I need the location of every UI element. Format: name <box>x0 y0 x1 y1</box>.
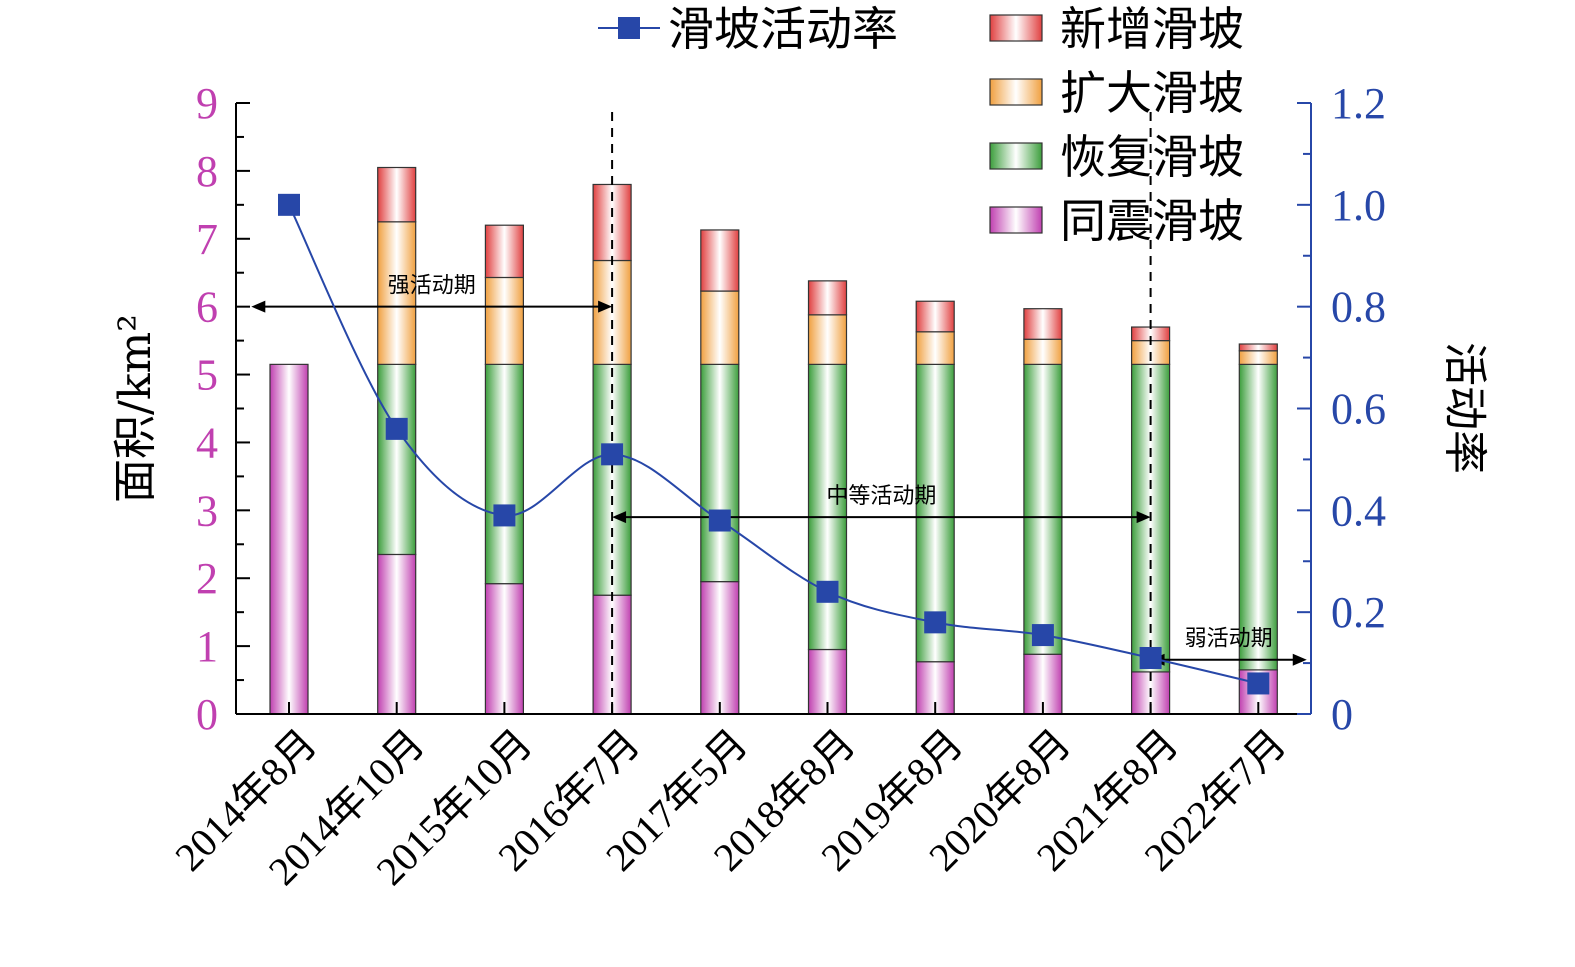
bar-segment <box>807 314 848 365</box>
activity-rate-point <box>708 509 731 532</box>
right-y-tick-label: 1.2 <box>1331 79 1386 128</box>
legend-label: 新增滑坡 <box>1060 2 1244 56</box>
legend-swatch <box>989 78 1043 106</box>
period-arrowhead <box>1292 653 1307 666</box>
axes: 012345678900.20.40.60.81.01.22014年8月2014… <box>110 79 1490 894</box>
stacked-bars <box>269 166 1278 715</box>
right-y-tick-label: 0.6 <box>1331 385 1386 434</box>
bar-segment <box>807 280 848 316</box>
period-arrowhead <box>612 511 627 524</box>
legend-label: 恢复滑坡 <box>1060 130 1244 184</box>
period-arrowhead <box>598 300 613 313</box>
period-arrowhead <box>251 300 266 313</box>
bar-segment <box>915 300 955 333</box>
bar-segment <box>700 363 740 583</box>
bar-segment <box>1023 308 1063 340</box>
period-label: 中等活动期 <box>826 484 936 509</box>
legend-label-activity-rate: 滑坡活动率 <box>668 2 898 56</box>
legend-swatch <box>989 14 1043 42</box>
activity-rate-point <box>816 580 839 603</box>
period-dividers <box>611 112 1152 714</box>
left-y-tick-label: 9 <box>196 79 218 128</box>
right-y-tick-label: 1.0 <box>1331 181 1386 230</box>
bar-segment <box>377 221 417 365</box>
legend-label: 扩大滑坡 <box>1060 66 1244 120</box>
period-label: 弱活动期 <box>1185 627 1273 652</box>
legend-marker <box>618 17 640 39</box>
left-y-tick-label: 5 <box>196 351 218 400</box>
bar-segment <box>377 363 417 556</box>
right-y-tick-label: 0.4 <box>1331 486 1386 535</box>
bar-segment <box>915 331 955 365</box>
left-y-tick-label: 1 <box>196 622 218 671</box>
left-y-tick-label: 2 <box>196 554 218 603</box>
bar-segment <box>484 583 524 715</box>
legend-swatch <box>989 206 1043 234</box>
bar-segment <box>1238 363 1278 671</box>
activity-rate-point <box>493 504 516 527</box>
left-y-tick-label: 7 <box>196 215 218 264</box>
activity-rate-point <box>1139 646 1162 669</box>
legend-label: 同震滑坡 <box>1060 194 1244 248</box>
activity-rate-line <box>278 193 1270 695</box>
right-y-axis-title: 活动率 <box>1439 342 1490 474</box>
activity-rate-point <box>1031 624 1054 647</box>
left-y-tick-label: 3 <box>196 486 218 535</box>
bar-segment <box>377 166 417 223</box>
left-y-axis-title: 面积/km² <box>110 314 161 503</box>
activity-rate-point <box>1247 672 1270 695</box>
bar-segment <box>484 363 524 585</box>
left-y-tick-label: 8 <box>196 147 218 196</box>
left-y-tick-label: 0 <box>196 690 218 739</box>
bar-segment <box>807 363 848 651</box>
activity-rate-point <box>385 417 408 440</box>
legend-swatch <box>989 142 1043 170</box>
activity-rate-point <box>924 611 947 634</box>
bar-segment <box>269 363 309 715</box>
bar-segment <box>484 224 524 279</box>
bar-segment <box>377 553 417 715</box>
bar-segment <box>1238 343 1278 352</box>
bar-segment <box>700 290 740 365</box>
bar-segment <box>1023 338 1063 365</box>
right-y-tick-label: 0.2 <box>1331 588 1386 637</box>
bar-segment <box>1238 350 1278 365</box>
bar-segment <box>700 581 740 715</box>
period-arrowhead <box>1136 511 1151 524</box>
right-y-tick-label: 0 <box>1331 690 1353 739</box>
right-y-tick-label: 0.8 <box>1331 283 1386 332</box>
bar-segment <box>484 276 524 365</box>
left-y-tick-label: 4 <box>196 418 218 467</box>
bar-segment <box>1023 363 1063 655</box>
bar-segment <box>700 229 740 292</box>
period-label: 强活动期 <box>388 274 476 299</box>
activity-rate-point <box>601 443 624 466</box>
left-y-tick-label: 6 <box>196 283 218 332</box>
activity-rate-point <box>278 193 300 216</box>
